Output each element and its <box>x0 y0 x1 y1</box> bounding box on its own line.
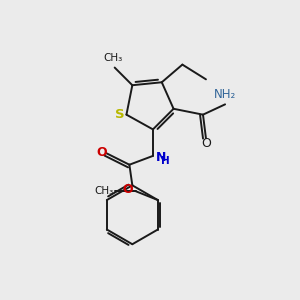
Text: S: S <box>115 108 125 121</box>
Text: CH₃: CH₃ <box>94 186 114 196</box>
Text: O: O <box>96 146 107 159</box>
Text: NH₂: NH₂ <box>214 88 236 101</box>
Text: CH₃: CH₃ <box>103 52 123 62</box>
Text: O: O <box>201 137 211 150</box>
Text: H: H <box>161 156 170 166</box>
Text: O: O <box>123 183 134 196</box>
Text: N: N <box>156 151 166 164</box>
